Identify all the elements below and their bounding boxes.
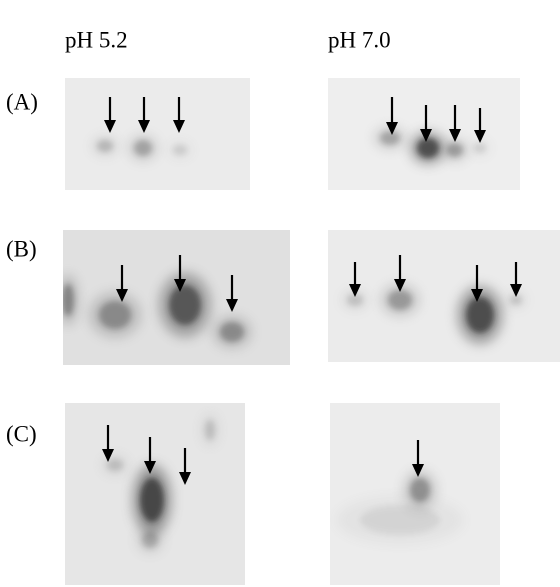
arrow-head <box>474 130 486 143</box>
protein-spot-core <box>380 131 400 145</box>
spots <box>102 414 218 553</box>
arrow <box>179 448 191 485</box>
row-label: (A) <box>6 89 38 114</box>
spots <box>336 470 464 544</box>
protein-spot-core <box>510 295 522 305</box>
protein-spot-core <box>410 478 430 502</box>
protein-spot-core <box>142 532 158 548</box>
gel-panel <box>65 403 245 585</box>
spots <box>342 284 526 344</box>
protein-spot-core <box>220 322 244 342</box>
protein-spot-core <box>388 290 412 310</box>
arrow-head <box>174 279 186 292</box>
arrow <box>116 265 128 302</box>
arrow-head <box>394 279 406 292</box>
spots <box>63 273 252 348</box>
gel-background <box>65 78 250 190</box>
protein-spot-core <box>169 285 201 325</box>
protein-spot-core <box>173 145 187 155</box>
arrow <box>104 97 116 133</box>
arrow-head <box>102 449 114 462</box>
arrow-head <box>471 289 483 302</box>
arrow-head <box>349 284 361 297</box>
spots <box>374 126 490 164</box>
arrow <box>471 265 483 302</box>
protein-spot-core <box>134 140 152 156</box>
arrow <box>144 437 156 474</box>
gel-panel <box>330 403 500 585</box>
column-label: pH 5.2 <box>65 27 128 52</box>
arrow-head <box>449 129 461 142</box>
protein-spot-core <box>360 505 440 535</box>
protein-spot-core <box>99 301 131 329</box>
arrow-head <box>412 464 424 477</box>
column-label: pH 7.0 <box>328 27 391 52</box>
arrow-head <box>138 120 150 133</box>
protein-spot-core <box>205 420 215 440</box>
protein-spot-core <box>474 143 486 153</box>
arrow <box>173 97 185 133</box>
gel-images <box>63 78 560 585</box>
arrow-head <box>179 472 191 485</box>
gel-panel <box>328 230 560 362</box>
arrow <box>412 440 424 477</box>
arrow-head <box>144 461 156 474</box>
gel-panel <box>328 78 520 190</box>
gel-panel <box>65 78 250 190</box>
spots <box>92 135 192 161</box>
protein-spot-core <box>63 284 74 316</box>
row-label: (B) <box>6 236 37 261</box>
arrow <box>474 108 486 143</box>
arrow-head <box>173 120 185 133</box>
arrow <box>138 97 150 133</box>
protein-spot-core <box>347 294 363 306</box>
protein-spot-core <box>466 297 494 333</box>
arrow <box>386 97 398 135</box>
protein-spot-core <box>97 140 113 152</box>
protein-spot-core <box>107 459 123 471</box>
arrow <box>102 425 114 462</box>
arrow-head <box>104 120 116 133</box>
arrow-head <box>510 284 522 297</box>
protein-spot-core <box>447 143 463 157</box>
protein-spot-core <box>140 478 164 522</box>
arrow-head <box>116 289 128 302</box>
arrow-head <box>226 299 238 312</box>
arrow-head <box>386 122 398 135</box>
gel-panel <box>63 230 290 365</box>
arrow-head <box>420 129 432 142</box>
arrow <box>174 255 186 292</box>
row-label: (C) <box>6 421 37 446</box>
arrow <box>449 105 461 142</box>
arrow <box>510 262 522 297</box>
arrow <box>226 275 238 312</box>
protein-spot-core <box>417 138 439 158</box>
arrow <box>349 262 361 297</box>
arrow <box>420 105 432 142</box>
arrow <box>394 255 406 292</box>
